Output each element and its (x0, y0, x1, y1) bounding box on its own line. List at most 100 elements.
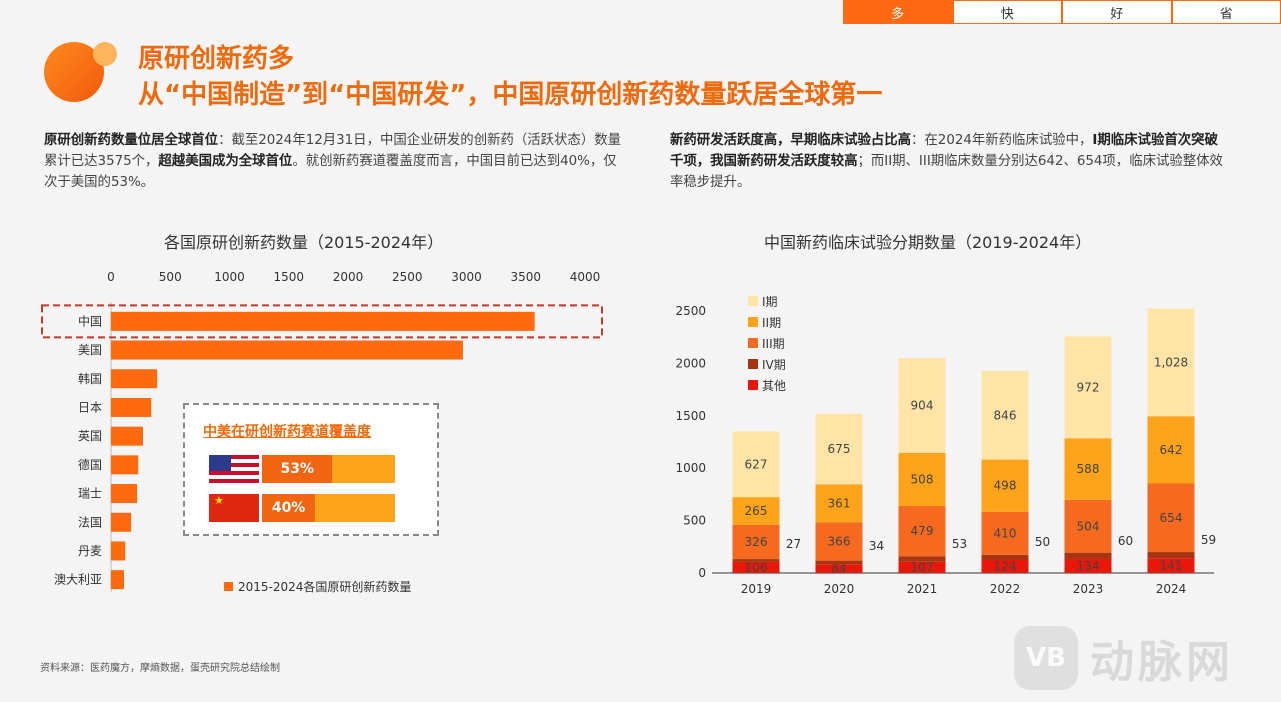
x-tick-label: 1000 (214, 270, 245, 284)
right-paragraph: 新药研发活跃度高，早期临床试验占比高：在2024年新药临床试验中，I期临床试验首… (670, 130, 1230, 193)
x-tick-label: 3500 (510, 270, 541, 284)
bar-9 (111, 570, 125, 590)
bar-1 (111, 340, 463, 360)
data-label: 53 (952, 537, 967, 551)
data-label: 498 (994, 479, 1017, 493)
legend-label: III期 (762, 337, 785, 351)
coverage-value-us: 53% (262, 455, 333, 483)
tab-sheng[interactable]: 省 (1172, 1, 1280, 23)
legend-label: I期 (762, 295, 778, 309)
data-label: 504 (1077, 519, 1100, 533)
stack-seg-2-3 (898, 452, 946, 507)
y-tick-label: 2500 (675, 304, 706, 318)
y-tick-label: 0 (698, 566, 706, 580)
data-label: 326 (745, 535, 768, 549)
category-label: 法国 (78, 515, 102, 529)
category-label: 澳大利亚 (54, 573, 102, 587)
x-tick-label: 2023 (1073, 582, 1104, 596)
y-tick-label: 1500 (675, 409, 706, 423)
legend-swatch (748, 338, 758, 348)
stack-seg-3-3 (981, 459, 1029, 512)
coverage-row-us: 53% (209, 455, 395, 483)
page-subtitle: 从“中国制造”到“中国研发”，中国原研创新药数量跃居全球第一 (138, 80, 883, 110)
legend-swatch (748, 359, 758, 369)
x-tick-label: 2000 (333, 270, 364, 284)
data-label: 59 (1201, 533, 1216, 547)
left-text-1: ：截至2024年12月31日，中国企业研发的创新药（活跃状态）数量累计已达357… (44, 133, 621, 169)
bar-5 (111, 455, 139, 475)
data-label: 627 (745, 457, 768, 471)
data-label: 265 (745, 504, 768, 518)
data-label: 141 (1160, 559, 1183, 573)
data-label: 1,028 (1154, 355, 1188, 369)
tab-kuai[interactable]: 快 (953, 1, 1061, 23)
legend-swatch (748, 380, 758, 390)
stack-seg-0-4 (732, 431, 780, 498)
bar-8 (111, 541, 126, 561)
logo-dot-icon (93, 42, 117, 66)
stack-seg-3-0 (981, 560, 1029, 573)
cn-flag-icon: ★ (209, 494, 259, 522)
data-label: 60 (1118, 534, 1133, 548)
category-label: 日本 (78, 400, 102, 414)
data-label: 134 (1077, 559, 1100, 573)
watermark-text: 动脉网 (1090, 637, 1234, 688)
legend-label: II期 (762, 316, 781, 330)
stack-seg-2-4 (898, 358, 946, 453)
stack-seg-4-4 (1064, 336, 1112, 439)
data-label: 846 (994, 408, 1017, 422)
data-label: 654 (1160, 511, 1183, 525)
coverage-bar-us: 53% (262, 455, 395, 483)
bar-7 (111, 512, 132, 532)
right-text-1: ：在2024年新药临床试验中， (911, 133, 1093, 148)
stack-seg-0-0 (732, 561, 780, 573)
tab-hao[interactable]: 好 (1063, 1, 1171, 23)
x-tick-label: 2022 (990, 582, 1021, 596)
stack-seg-0-2 (732, 524, 780, 560)
stack-seg-5-3 (1147, 416, 1195, 484)
stack-seg-2-0 (898, 561, 946, 573)
watermark-badge-icon: VB (1014, 626, 1078, 690)
left-text-2: 。就创新药赛道覆盖度而言，中国目前已达到40%，仅次于美国的53%。 (44, 154, 617, 190)
tab-duo[interactable]: 多 (844, 1, 952, 23)
data-label: 366 (828, 534, 851, 548)
stack-seg-5-4 (1147, 308, 1195, 417)
stack-seg-1-3 (815, 484, 863, 523)
data-label: 106 (745, 560, 768, 574)
stack-seg-4-2 (1064, 499, 1112, 553)
stack-seg-1-2 (815, 522, 863, 561)
data-label: 124 (994, 560, 1017, 574)
right-bold-1: 新药研发活跃度高，早期临床试验占比高 (670, 133, 912, 148)
bar-0 (111, 311, 535, 331)
bar-6 (111, 484, 138, 504)
data-label: 904 (911, 398, 934, 412)
stack-seg-5-1 (1147, 552, 1195, 559)
data-label: 588 (1077, 462, 1100, 476)
country-bar-chart: 0 500 1000 1500 2000 2500 3000 3500 4000 中国美国韩国日本… (41, 270, 603, 594)
category-label: 德国 (78, 457, 102, 472)
legend-label: 其他 (762, 379, 786, 393)
source-note: 资料来源：医药魔方，摩熵数据，蛋壳研究院总结绘制 (40, 663, 280, 674)
right-text-2: ；而II期、III期临床数量分别达642、654项，临床试验整体效率稳步提升。 (670, 154, 1223, 190)
x-tick-label: 1500 (273, 270, 304, 284)
bar-3 (111, 397, 152, 417)
y-tick-label: 2000 (675, 356, 706, 370)
stack-seg-1-4 (815, 413, 863, 485)
stack-seg-3-4 (981, 370, 1029, 460)
x-tick-label: 2020 (824, 582, 855, 596)
legend-swatch (224, 582, 233, 591)
category-label: 美国 (78, 343, 102, 357)
top-tab-bar: 多 快 好 省 (843, 0, 1281, 24)
coverage-value-cn: 40% (262, 494, 316, 522)
data-label: 84 (831, 562, 846, 576)
bar-chart-title: 各国原研创新药数量（2015-2024年） (164, 233, 444, 252)
right-bold-2: I期临床试验首次突破千项，我国新药研发活跃度较高 (670, 133, 1218, 169)
stack-seg-2-2 (898, 506, 946, 557)
category-label: 韩国 (78, 371, 102, 386)
category-label: 瑞士 (78, 487, 102, 501)
x-tick-label: 500 (159, 270, 182, 284)
highlight-box (41, 304, 603, 339)
category-label: 丹麦 (78, 544, 102, 558)
stack-seg-3-2 (981, 511, 1029, 555)
stack-seg-2-1 (898, 556, 946, 562)
